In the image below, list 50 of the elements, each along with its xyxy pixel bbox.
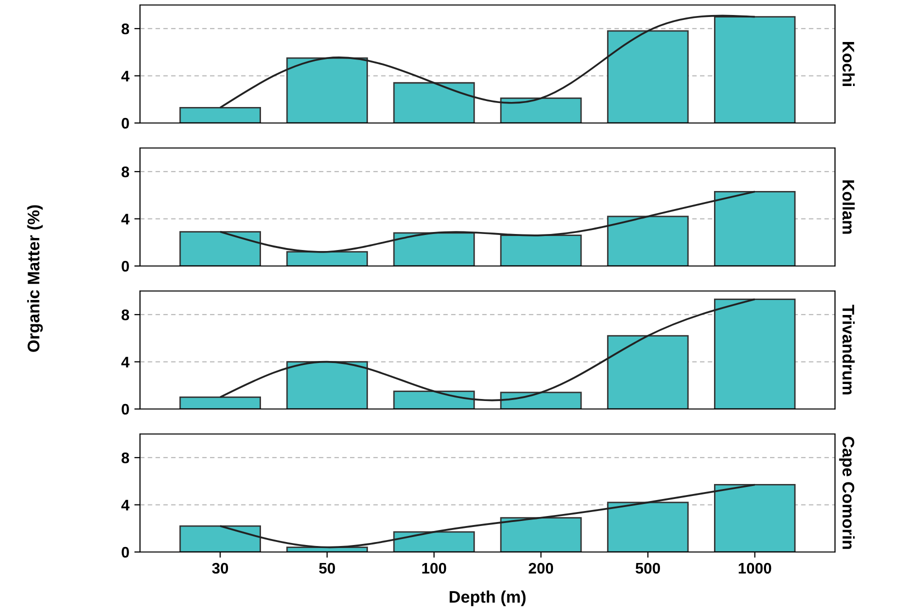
line-series	[219, 14, 756, 109]
y-tick-label: 0	[122, 404, 129, 415]
y-tick-label: 4	[121, 70, 130, 82]
y-tick-label: 8	[122, 23, 130, 34]
x-tick-label: 50	[319, 562, 335, 574]
line-series	[219, 484, 756, 548]
bar	[286, 361, 368, 409]
bar	[393, 390, 475, 409]
y-tick-label: 0	[122, 118, 129, 129]
line-series	[219, 190, 756, 253]
bar	[500, 234, 582, 266]
bar	[500, 98, 582, 123]
x-axis-title: Depth (m)	[450, 590, 526, 606]
bar	[500, 392, 582, 409]
x-tick-label: 500	[636, 562, 660, 574]
bar	[714, 16, 796, 123]
y-tick-label: 0	[122, 546, 129, 558]
bar	[393, 82, 475, 123]
text: Trivandrum	[842, 304, 855, 394]
y-tick-label: 0	[122, 260, 129, 272]
x-tick-label: 1000	[738, 562, 772, 574]
bar	[179, 231, 261, 266]
bar	[393, 531, 475, 552]
bar	[714, 190, 796, 266]
bar	[607, 30, 689, 123]
text: Kochi	[842, 42, 855, 86]
bar	[393, 232, 475, 266]
text: Cape Comorin	[839, 436, 855, 549]
x-tick-label: 30	[212, 562, 228, 574]
bar	[607, 216, 689, 266]
bar	[714, 298, 796, 409]
y-tick-label: 8	[122, 309, 130, 320]
bar	[286, 251, 368, 266]
bar	[714, 484, 796, 552]
y-tick-label: 8	[122, 166, 130, 178]
bar	[607, 502, 689, 552]
x-tick-label: 200	[528, 562, 554, 574]
bar	[607, 335, 689, 409]
text: Kollam	[842, 180, 855, 234]
y-tick-label: 4	[121, 214, 130, 224]
bar	[179, 396, 261, 409]
bar	[500, 517, 582, 552]
y-tick-label: 4	[121, 500, 130, 510]
y-tick-label: 8	[122, 452, 130, 464]
y-tick-label: 4	[121, 356, 130, 368]
bar	[179, 106, 261, 123]
y-axis-title: Organic Matter (%)	[27, 205, 43, 352]
bar	[179, 525, 261, 552]
bar	[286, 57, 368, 123]
x-tick-label: 100	[422, 562, 446, 574]
